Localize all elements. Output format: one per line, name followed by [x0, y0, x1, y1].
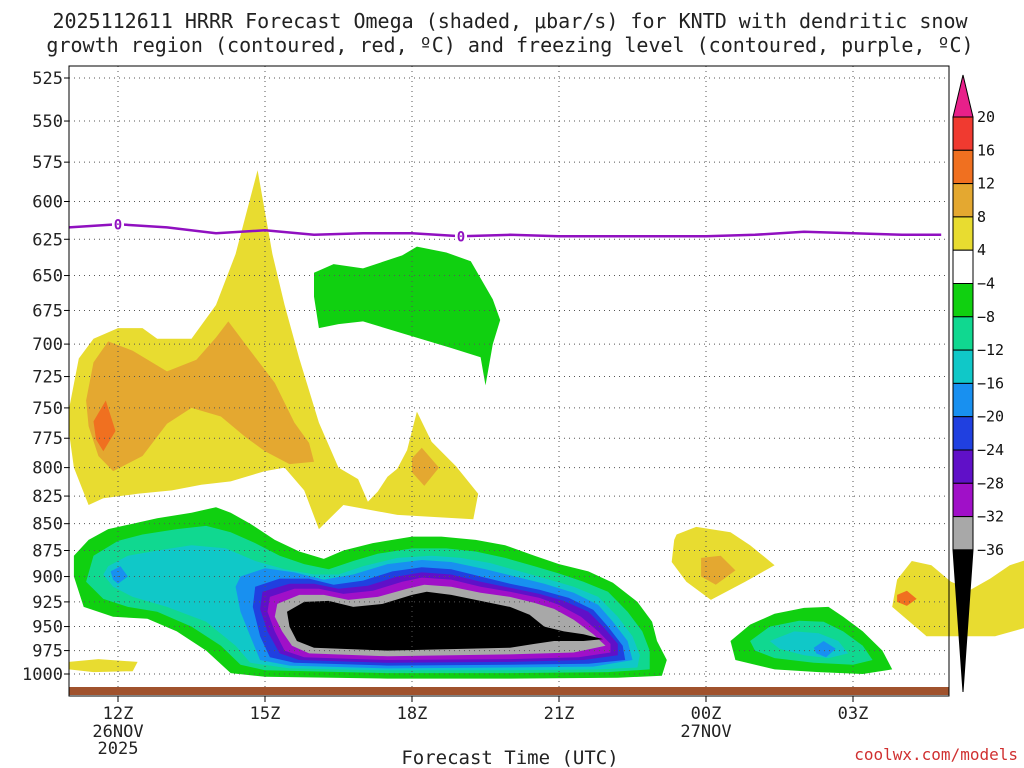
colorbar-swatch — [952, 416, 974, 451]
colorbar-label: −16 — [977, 374, 1004, 392]
colorbar-label: −20 — [977, 408, 1004, 426]
colorbar-label: 20 — [977, 108, 995, 126]
time-tick-date-label: 26NOV — [92, 722, 143, 742]
time-tick-label-00Z: 00Z — [691, 704, 722, 724]
freezing-level-contour: 00 — [68, 215, 942, 245]
pressure-tick-label-875: 875 — [32, 541, 63, 561]
time-tick-label-21Z: 21Z — [544, 704, 575, 724]
pressure-tick-label-850: 850 — [32, 515, 63, 535]
omega-region-blue-small-left — [110, 566, 128, 584]
pressure-tick-label-775: 775 — [32, 429, 63, 449]
omega-region-black-main — [287, 591, 604, 651]
surface-terrain-strip — [69, 687, 949, 695]
pressure-tick-label-625: 625 — [32, 230, 63, 250]
colorbar-swatch — [952, 482, 974, 518]
pressure-tick-label-800: 800 — [32, 459, 63, 479]
pressure-tick-label-575: 575 — [32, 153, 63, 173]
colorbar-swatch — [952, 183, 974, 218]
freezing-level-label-bg — [455, 227, 467, 244]
pressure-axis: 525 550 575 600 625 650 675 700 725 750 775 800 825 8… — [22, 69, 69, 685]
colorbar-label: −32 — [977, 508, 1004, 526]
colorbar-swatch — [952, 382, 974, 418]
omega-region-green-middle — [314, 246, 501, 386]
omega-region-blue-bottom-right — [813, 641, 836, 658]
pressure-tick-label-750: 750 — [32, 399, 63, 419]
freezing-level-label-bg — [112, 215, 124, 232]
freezing-level-line — [68, 223, 942, 238]
colorbar-label: −12 — [977, 341, 1004, 359]
pressure-tick-label-675: 675 — [32, 301, 63, 321]
colorbar-label: −36 — [977, 541, 1004, 559]
time-tick-year-label: 2025 — [98, 739, 139, 759]
pressure-tick-label-600: 600 — [32, 193, 63, 213]
colorbar-label: −4 — [977, 275, 995, 293]
gridlines — [69, 66, 949, 696]
pressure-tick-label-725: 725 — [32, 368, 63, 388]
chart-title-line-2: growth region (contoured, red, ºC) and f… — [46, 33, 973, 57]
time-tick-label-18Z: 18Z — [397, 704, 428, 724]
x-axis-title: Forecast Time (UTC) — [401, 747, 618, 768]
freezing-level-label: 0 — [114, 217, 122, 233]
colorbar-swatch — [952, 283, 974, 318]
colorbar-swatch — [952, 249, 974, 284]
pressure-tick-label-975: 975 — [32, 642, 63, 662]
colorbar-label: 4 — [977, 241, 986, 259]
omega-region-orange-far-right — [897, 590, 917, 606]
freezing-level-label: 0 — [457, 229, 465, 245]
omega-region-gold-right-top — [701, 555, 736, 585]
colorbar-swatch — [952, 516, 974, 551]
pressure-tick-label-550: 550 — [32, 112, 63, 132]
pressure-tick-label-650: 650 — [32, 267, 63, 287]
omega-region-yellow-small-bottom — [69, 659, 138, 673]
pressure-tick-label-925: 925 — [32, 593, 63, 613]
colorbar-swatch — [952, 449, 974, 484]
colorbar-swatch — [952, 216, 974, 251]
colorbar-label: 8 — [977, 208, 986, 226]
pressure-tick-label-900: 900 — [32, 568, 63, 588]
pressure-tick-label-950: 950 — [32, 618, 63, 638]
colorbar-swatch — [952, 149, 974, 185]
omega-region-yellow-upper-left — [69, 170, 479, 530]
colorbar: 20 16 12 8 4 −4 −8 −12 −16 −20 −24 −28 −32 −36 — [952, 74, 1004, 693]
colorbar-swatch — [952, 349, 974, 384]
pressure-tick-label-1000: 1000 — [22, 665, 63, 685]
omega-region-gold-upper-left — [86, 321, 314, 472]
colorbar-overflow-low — [952, 549, 974, 693]
time-tick-label-15Z: 15Z — [250, 704, 281, 724]
time-tick-label-12Z: 12Z — [103, 704, 134, 724]
plot-frame — [68, 65, 950, 697]
chart-title-line-1: 2025112611 HRRR Forecast Omega (shaded, … — [52, 9, 968, 33]
site-credit: coolwx.com/models — [854, 745, 1018, 764]
colorbar-label: −24 — [977, 441, 1004, 459]
colorbar-swatch — [952, 316, 974, 351]
colorbar-overflow-high — [952, 74, 974, 118]
omega-region-gold-middle — [412, 447, 439, 486]
pressure-tick-label-825: 825 — [32, 487, 63, 507]
pressure-tick-label-700: 700 — [32, 335, 63, 355]
colorbar-label: −8 — [977, 308, 995, 326]
time-tick-date-label: 27NOV — [680, 722, 731, 742]
colorbar-label: 12 — [977, 175, 995, 193]
time-tick-label-03Z: 03Z — [838, 704, 869, 724]
pressure-tick-label-525: 525 — [32, 69, 63, 89]
colorbar-label: −28 — [977, 474, 1004, 492]
colorbar-label: 16 — [977, 141, 995, 159]
colorbar-swatch — [952, 116, 974, 151]
